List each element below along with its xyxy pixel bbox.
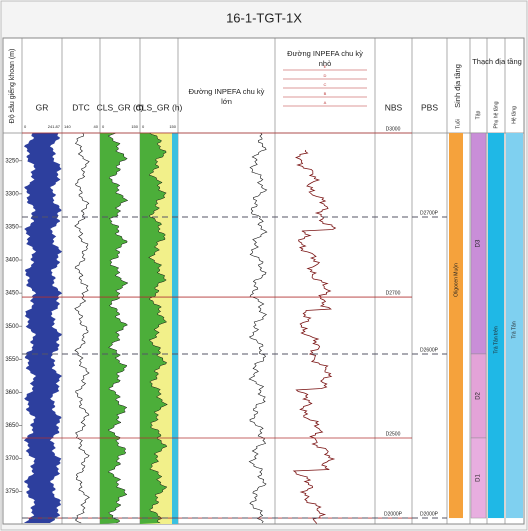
- depth-tick-label: 3600: [5, 390, 19, 396]
- cls-fill: [140, 133, 168, 524]
- title: 16-1-TGT-1X: [226, 10, 302, 25]
- subformation-label: Trà Tân trên: [493, 326, 499, 353]
- depth-axis-label: Độ sâu giếng khoan (m): [7, 49, 16, 124]
- marker-label: D2700P: [420, 210, 439, 216]
- dtc-curve: [74, 132, 90, 524]
- set-label: D1: [476, 474, 482, 482]
- inpefa-large: [248, 132, 268, 524]
- marker-label: D2500: [386, 431, 401, 437]
- marker-label: D2600P: [420, 347, 439, 353]
- depth-tick-label: 3250: [5, 158, 19, 164]
- gr-fill: [23, 133, 63, 523]
- legend-label: B: [324, 91, 327, 96]
- track-label: Đường INPEFA chu kỳ nhỏ: [287, 49, 363, 68]
- track-label: CLS_GR (đ): [97, 102, 144, 112]
- track-scale: 150: [169, 124, 176, 129]
- marker-label: D2000P: [420, 511, 439, 517]
- depth-tick-label: 3500: [5, 324, 19, 330]
- panel: [2, 37, 525, 525]
- marker-label: D3000: [386, 126, 401, 132]
- track-scale: 0: [24, 124, 27, 129]
- set-label: D3: [476, 239, 482, 247]
- cls-curve: [148, 132, 168, 524]
- legend-label: D: [324, 73, 327, 78]
- depth-tick-label: 3550: [5, 357, 19, 363]
- set-label: D2: [476, 391, 482, 399]
- track-scale: 150: [131, 124, 138, 129]
- track-label: CLS_GR (h): [136, 102, 183, 112]
- depth-tick-label: 3300: [5, 191, 19, 197]
- legend-label: A: [324, 100, 327, 105]
- age-label: Oligocen Muộn: [453, 263, 459, 297]
- track-scale: 140: [64, 124, 71, 129]
- legend-label: E: [324, 64, 327, 69]
- inpefa-small: [292, 149, 337, 524]
- marker-label: D2000P: [384, 511, 403, 517]
- depth-tick-label: 3700: [5, 456, 19, 462]
- age-band: [449, 133, 463, 519]
- set-band: [470, 437, 487, 519]
- depth-tick-label: 3750: [5, 489, 19, 495]
- track-label: NBS: [385, 102, 403, 112]
- track-label: PBS: [421, 102, 438, 112]
- lithostrat-header: Thạch địa tầng: [472, 57, 522, 66]
- formation-label: Trà Tân: [511, 321, 517, 338]
- track-label: Đường INPEFA chu kỳ lớn: [189, 87, 265, 106]
- track-label: DTC: [72, 102, 89, 112]
- track-label: GR: [36, 102, 49, 112]
- depth-tick-label: 3650: [5, 423, 19, 429]
- track-scale: 241.87: [48, 124, 61, 129]
- track-scale: 0: [142, 124, 145, 129]
- depth-tick-label: 3450: [5, 291, 19, 297]
- lithostrat-col: Phụ hệ tầng: [493, 101, 499, 128]
- lithostrat-col: Hệ tầng: [511, 106, 517, 124]
- cls-fill: [100, 133, 128, 524]
- marker-label: D2700: [386, 290, 401, 296]
- depth-tick-label: 3400: [5, 258, 19, 264]
- track-scale: 40: [94, 124, 99, 129]
- legend-label: C: [324, 82, 327, 87]
- formation-band: [506, 133, 523, 519]
- biostrat-header: Sinh địa tầng: [453, 64, 462, 108]
- lithostrat-col: Tập: [475, 110, 481, 119]
- biostrat-sub: Tuổi: [454, 119, 461, 129]
- cls-curve: [107, 132, 129, 524]
- cls-edge: [172, 133, 178, 524]
- subformation-band: [488, 133, 504, 519]
- track-scale: 0: [102, 124, 105, 129]
- depth-tick-label: 3350: [5, 225, 19, 231]
